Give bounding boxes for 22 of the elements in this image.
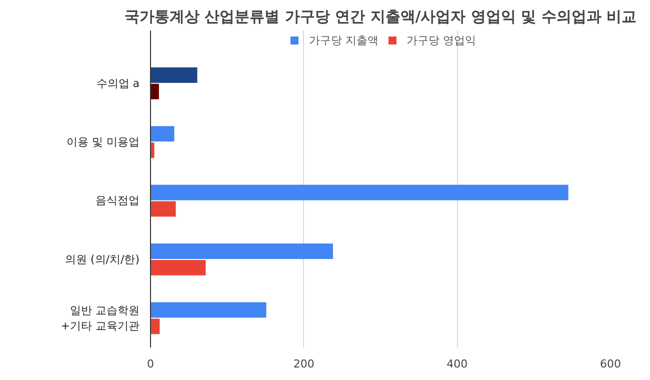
x-tick-label: 600 bbox=[600, 358, 621, 370]
bar bbox=[150, 184, 568, 200]
legend-label: 가구당 지출액 bbox=[309, 32, 378, 48]
bar bbox=[150, 244, 333, 259]
bar bbox=[150, 67, 198, 83]
legend-label: 가구당 영업익 bbox=[406, 32, 476, 48]
bar bbox=[150, 260, 206, 276]
x-tick-label: 0 bbox=[147, 358, 154, 370]
bar bbox=[150, 318, 160, 334]
bar bbox=[150, 142, 154, 158]
y-tick-label: 일반 교습학원 +기타 교육기관 bbox=[60, 304, 140, 332]
y-tick-label: 수의업 a bbox=[96, 76, 140, 90]
y-tick-label: 이용 및 미용업 bbox=[66, 136, 140, 149]
chart-title: 국가통계상 산업분류별 가구당 연간 지출액/사업자 영업익 및 수의업과 비교 bbox=[124, 8, 637, 26]
y-tick-label: 음식점업 bbox=[96, 194, 140, 208]
y-tick-label: 의원 (의/치/한) bbox=[65, 252, 140, 266]
bar bbox=[150, 302, 266, 318]
bar bbox=[150, 201, 176, 217]
x-tick-label: 200 bbox=[293, 358, 314, 370]
x-tick-label: 400 bbox=[446, 358, 468, 370]
bar bbox=[150, 126, 174, 142]
bar bbox=[150, 84, 159, 100]
